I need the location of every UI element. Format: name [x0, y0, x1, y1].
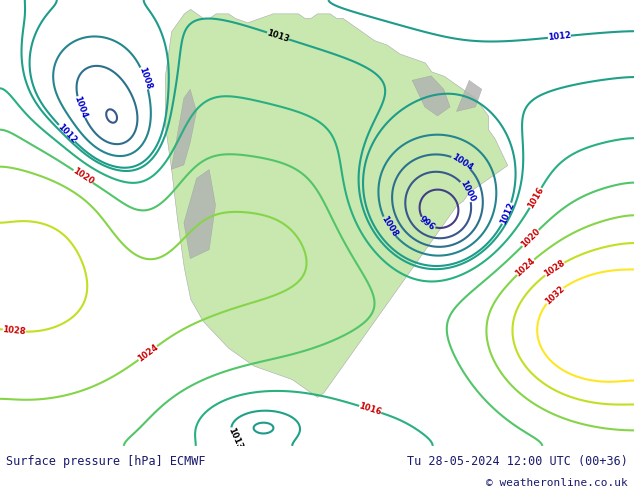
- Text: 1028: 1028: [542, 258, 567, 279]
- Text: 1013: 1013: [226, 426, 244, 450]
- Text: 1008: 1008: [137, 66, 153, 91]
- Text: 1012: 1012: [547, 31, 571, 42]
- Text: 1028: 1028: [3, 325, 27, 336]
- Text: 1012: 1012: [498, 201, 516, 226]
- Text: Tu 28-05-2024 12:00 UTC (00+36): Tu 28-05-2024 12:00 UTC (00+36): [407, 455, 628, 468]
- Text: 1024: 1024: [136, 343, 160, 364]
- Text: 1008: 1008: [379, 215, 399, 239]
- Text: 1024: 1024: [514, 256, 537, 278]
- Text: 1016: 1016: [358, 401, 383, 417]
- Text: 1013: 1013: [266, 28, 290, 44]
- Text: © weatheronline.co.uk: © weatheronline.co.uk: [486, 478, 628, 489]
- Text: 1000: 1000: [458, 179, 476, 204]
- Text: 996: 996: [418, 215, 437, 232]
- Text: 1020: 1020: [71, 167, 95, 187]
- Text: 1032: 1032: [543, 284, 566, 306]
- Text: 1020: 1020: [519, 227, 542, 249]
- Text: Surface pressure [hPa] ECMWF: Surface pressure [hPa] ECMWF: [6, 455, 206, 468]
- Text: 1016: 1016: [526, 185, 545, 210]
- Text: 1004: 1004: [72, 95, 89, 120]
- Text: 1012: 1012: [55, 122, 78, 145]
- Text: 1004: 1004: [450, 152, 474, 172]
